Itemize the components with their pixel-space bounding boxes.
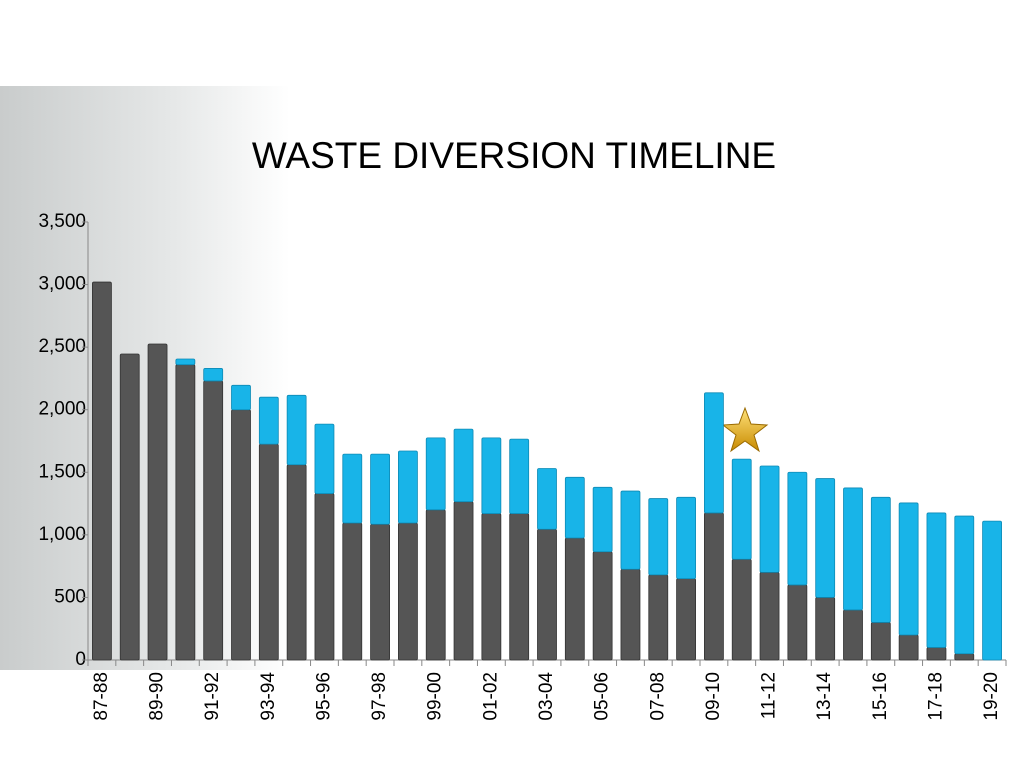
y-tick-label: 1,000 (38, 524, 86, 545)
bar-segment (203, 368, 224, 382)
x-tick-label: 95-96 (313, 672, 334, 721)
x-tick-label: 03-04 (536, 672, 557, 721)
y-tick-label: 2,500 (38, 336, 86, 357)
bar-segment (620, 568, 641, 661)
bar-segment (843, 609, 863, 661)
x-tick-label: 01-02 (480, 672, 501, 721)
bar-segment (175, 358, 196, 366)
bar-segment (704, 512, 724, 661)
bar-segment (119, 353, 140, 661)
bar-segment (425, 437, 446, 511)
bar-segment (564, 476, 585, 539)
bar-segment (370, 453, 390, 525)
bar-segment (759, 572, 780, 661)
x-tick-label: 05-06 (592, 672, 613, 721)
bar-segment (898, 634, 919, 661)
bar-segment (704, 392, 724, 514)
bar-segment (175, 364, 196, 661)
bar-segment (258, 443, 279, 661)
bar-segment (398, 450, 418, 524)
bar-segment (564, 537, 585, 661)
x-tick-label: 97-98 (369, 672, 390, 721)
x-tick-label: 91-92 (202, 672, 223, 721)
x-tick-label: 15-16 (870, 672, 891, 721)
bar-segment (231, 409, 251, 661)
bar-segment (954, 653, 975, 661)
y-tick-label: 0 (75, 649, 86, 670)
x-tick-label: 09-10 (703, 672, 724, 721)
bar-segment (537, 468, 557, 530)
x-tick-label: 87-88 (91, 672, 112, 721)
bar-segment (203, 380, 224, 661)
x-tick-label: 99-00 (425, 672, 446, 721)
bar-segment (453, 428, 474, 503)
x-tick-label: 17-18 (925, 672, 946, 721)
bar-segment (258, 396, 279, 445)
bar-segment (787, 584, 808, 661)
bar-segment (509, 513, 530, 661)
x-tick-label: 07-08 (647, 672, 668, 721)
bar-segment (592, 486, 613, 553)
bar-segment (147, 343, 168, 661)
y-tick-label: 2,000 (38, 399, 86, 420)
x-tick-label: 19-20 (981, 672, 1002, 721)
bar-segment (648, 498, 669, 576)
bar-segment (898, 502, 919, 636)
bar-segment (370, 523, 390, 661)
y-tick-label: 1,500 (38, 461, 86, 482)
bar-segment (286, 464, 307, 661)
bar-segment (982, 520, 1002, 661)
y-tick-label: 3,500 (38, 211, 86, 232)
x-tick-label: 13-14 (814, 672, 835, 721)
bar-segment (648, 574, 669, 661)
bar-segment (620, 490, 641, 570)
bar-segment (92, 281, 112, 661)
bar-segment (870, 496, 891, 623)
x-tick-label: 89-90 (147, 672, 168, 721)
bar-segment (926, 512, 947, 648)
bar-segment (537, 528, 557, 661)
y-tick-label: 500 (54, 586, 86, 607)
bar-segment (509, 438, 530, 514)
bar-segment (926, 647, 947, 661)
bar-segment (870, 622, 891, 661)
bar-segment (731, 558, 752, 661)
bar-segment (286, 394, 307, 466)
bar-segment (676, 578, 696, 661)
x-tick-label: 93-94 (258, 672, 279, 721)
bar-segment (453, 501, 474, 661)
bar-segment (481, 513, 502, 661)
bar-segment (314, 493, 335, 661)
star-icon (721, 406, 769, 453)
bar-segment (481, 437, 502, 514)
bar-segment (815, 478, 836, 598)
bar-segment (425, 509, 446, 661)
bar-segment (759, 465, 780, 573)
bar-segment (231, 384, 251, 411)
bar-segment (815, 597, 836, 661)
bar-segment (843, 487, 863, 611)
bar-segment (342, 522, 363, 661)
bar-segment (314, 423, 335, 494)
bar-segment (731, 458, 752, 560)
bar-segment (676, 496, 696, 580)
bar-segment (398, 522, 418, 661)
x-tick-label: 11-12 (759, 672, 780, 719)
bar-segment (954, 515, 975, 655)
y-tick-label: 3,000 (38, 274, 86, 295)
bar-segment (787, 471, 808, 586)
bar-segment (342, 453, 363, 524)
chart-title: WASTE DIVERSION TIMELINE (252, 135, 776, 176)
bar-segment (592, 551, 613, 661)
